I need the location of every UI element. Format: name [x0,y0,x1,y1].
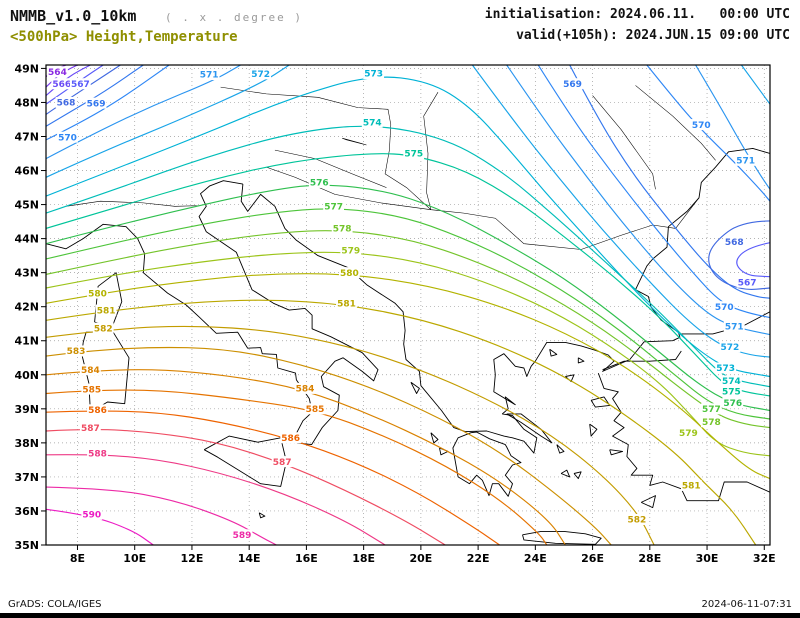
svg-text:576: 576 [310,179,329,189]
svg-text:569: 569 [87,99,106,109]
svg-text:579: 579 [679,429,698,439]
svg-text:28E: 28E [638,552,661,565]
svg-text:574: 574 [722,377,741,387]
svg-text:32E: 32E [753,552,776,565]
init-time-label: initialisation: 2024.06.11. 00:00 UTC [484,7,790,22]
svg-text:587: 587 [273,458,292,468]
svg-text:46N: 46N [14,165,39,178]
svg-text:572: 572 [721,343,740,353]
svg-text:576: 576 [723,399,742,409]
svg-text:20E: 20E [409,552,432,565]
svg-text:8E: 8E [70,552,85,565]
svg-text:572: 572 [251,70,270,80]
svg-text:10E: 10E [123,552,146,565]
svg-text:22E: 22E [467,552,490,565]
svg-text:575: 575 [404,150,423,160]
svg-text:579: 579 [341,247,360,257]
svg-text:589: 589 [233,531,252,541]
svg-text:571: 571 [725,323,744,333]
svg-text:14E: 14E [238,552,261,565]
svg-text:24E: 24E [524,552,547,565]
model-name: NMMB_v1.0_10km [10,7,137,25]
svg-text:568: 568 [725,238,744,248]
svg-text:575: 575 [722,387,741,397]
svg-text:566: 566 [52,80,71,90]
svg-text:586: 586 [281,434,300,444]
svg-text:583: 583 [67,347,86,357]
svg-text:36N: 36N [14,505,39,518]
svg-text:567: 567 [738,278,757,288]
svg-text:588: 588 [88,449,107,459]
svg-text:42N: 42N [14,301,39,314]
svg-text:586: 586 [88,406,107,416]
svg-text:44N: 44N [14,233,39,246]
svg-text:582: 582 [94,324,113,334]
svg-text:43N: 43N [14,267,39,280]
svg-text:37N: 37N [14,471,39,484]
svg-text:18E: 18E [352,552,375,565]
contour-lines [46,65,770,545]
svg-text:35N: 35N [14,539,39,552]
svg-text:570: 570 [715,303,734,313]
svg-text:585: 585 [306,405,325,415]
rivers [65,85,716,250]
svg-text:570: 570 [692,121,711,131]
svg-text:580: 580 [88,289,107,299]
svg-text:564: 564 [48,68,67,78]
plot-frame [41,64,771,550]
svg-text:45N: 45N [14,199,39,212]
svg-text:48N: 48N [14,96,39,109]
svg-text:49N: 49N [14,62,39,75]
grads-credit: GrADS: COLA/IGES [8,599,102,610]
svg-text:574: 574 [363,118,382,128]
svg-text:581: 581 [337,299,356,309]
svg-text:581: 581 [97,306,116,316]
valid-time-label: valid(+105h): 2024.JUN.15 09:00 UTC [516,28,790,43]
svg-text:568: 568 [57,99,76,109]
svg-text:584: 584 [296,385,315,395]
svg-text:590: 590 [82,511,101,521]
svg-text:573: 573 [364,70,383,80]
svg-text:578: 578 [333,225,352,235]
svg-text:582: 582 [628,516,647,526]
plot-title: <500hPa> Height,Temperature [10,29,238,45]
svg-text:26E: 26E [581,552,604,565]
grid-lines [46,65,770,546]
svg-text:581: 581 [682,482,701,492]
coastlines [46,147,770,545]
svg-text:41N: 41N [14,335,39,348]
svg-text:40N: 40N [14,369,39,382]
svg-text:12E: 12E [181,552,204,565]
svg-text:567: 567 [71,80,90,90]
svg-text:16E: 16E [295,552,318,565]
svg-text:571: 571 [736,157,755,167]
svg-text:578: 578 [702,418,721,428]
svg-text:47N: 47N [14,130,39,143]
svg-text:577: 577 [324,202,343,212]
svg-text:38N: 38N [14,437,39,450]
axis-labels: 8E 10E 12E 14E 16E 18E 20E 22E 24E 26E 28E 30E 32E 49… [14,62,775,565]
svg-text:577: 577 [702,405,721,415]
bottom-border-bar [0,613,800,618]
svg-text:571: 571 [200,71,219,81]
svg-text:585: 585 [82,385,101,395]
svg-text:580: 580 [340,269,359,279]
generation-timestamp: 2024-06-11-07:31 [701,599,792,610]
grid-resolution-note: ( . x . degree ) [165,11,303,24]
svg-text:573: 573 [716,364,735,374]
svg-text:584: 584 [81,366,100,376]
svg-text:569: 569 [563,80,582,90]
svg-text:587: 587 [81,424,100,434]
svg-text:30E: 30E [696,552,719,565]
svg-text:39N: 39N [14,403,39,416]
svg-text:570: 570 [58,133,77,143]
